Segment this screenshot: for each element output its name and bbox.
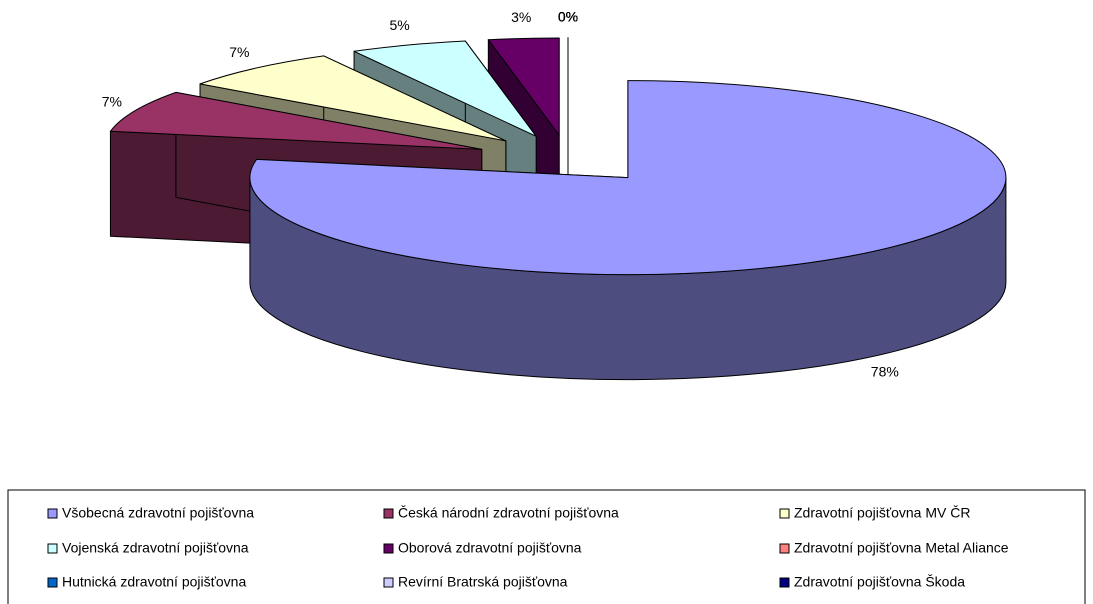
slice: [199, 55, 507, 142]
data-label: 0%: [558, 9, 578, 25]
data-label: 78%: [871, 363, 899, 379]
slice-tops: [109, 37, 1007, 276]
legend-label: Zdravotní pojišťovna Metal Aliance: [794, 540, 1009, 556]
data-label: 7%: [229, 44, 249, 60]
legend-swatch: [383, 508, 394, 519]
legend-label: Zdravotní pojišťovna Škoda: [794, 574, 965, 590]
data-label: 7%: [102, 94, 122, 110]
legend-label: Zdravotní pojišťovna MV ČR: [794, 505, 970, 521]
slice: [249, 80, 1007, 276]
data-label: 3%: [511, 9, 531, 25]
legend-swatch: [383, 577, 394, 588]
legend-label: Česká národní zdravotní pojišťovna: [398, 505, 619, 521]
data-label: 0%: [558, 9, 578, 25]
legend-swatch: [779, 508, 790, 519]
legend-swatch: [47, 543, 58, 554]
slice: [109, 91, 483, 150]
slice: [487, 37, 560, 136]
legend-swatch: [383, 543, 394, 554]
legend-swatch: [47, 508, 58, 519]
legend-label: Všobecná zdravotní pojišťovna: [62, 505, 254, 521]
legend-box: [7, 489, 1086, 604]
legend-swatch: [779, 577, 790, 588]
legend-label: Revírní Bratrská pojišťovna: [398, 574, 568, 590]
slice: [353, 40, 537, 137]
data-label: 5%: [390, 17, 410, 33]
legend-swatch: [779, 543, 790, 554]
legend-label: Vojenská zdravotní pojišťovna: [62, 540, 249, 556]
legend-label: Oborová zdravotní pojišťovna: [398, 540, 582, 556]
legend-swatch: [47, 577, 58, 588]
data-label: 0%: [558, 9, 578, 25]
data-label: 0%: [558, 9, 578, 25]
legend-label: Hutnická zdravotní pojišťovna: [62, 574, 246, 590]
